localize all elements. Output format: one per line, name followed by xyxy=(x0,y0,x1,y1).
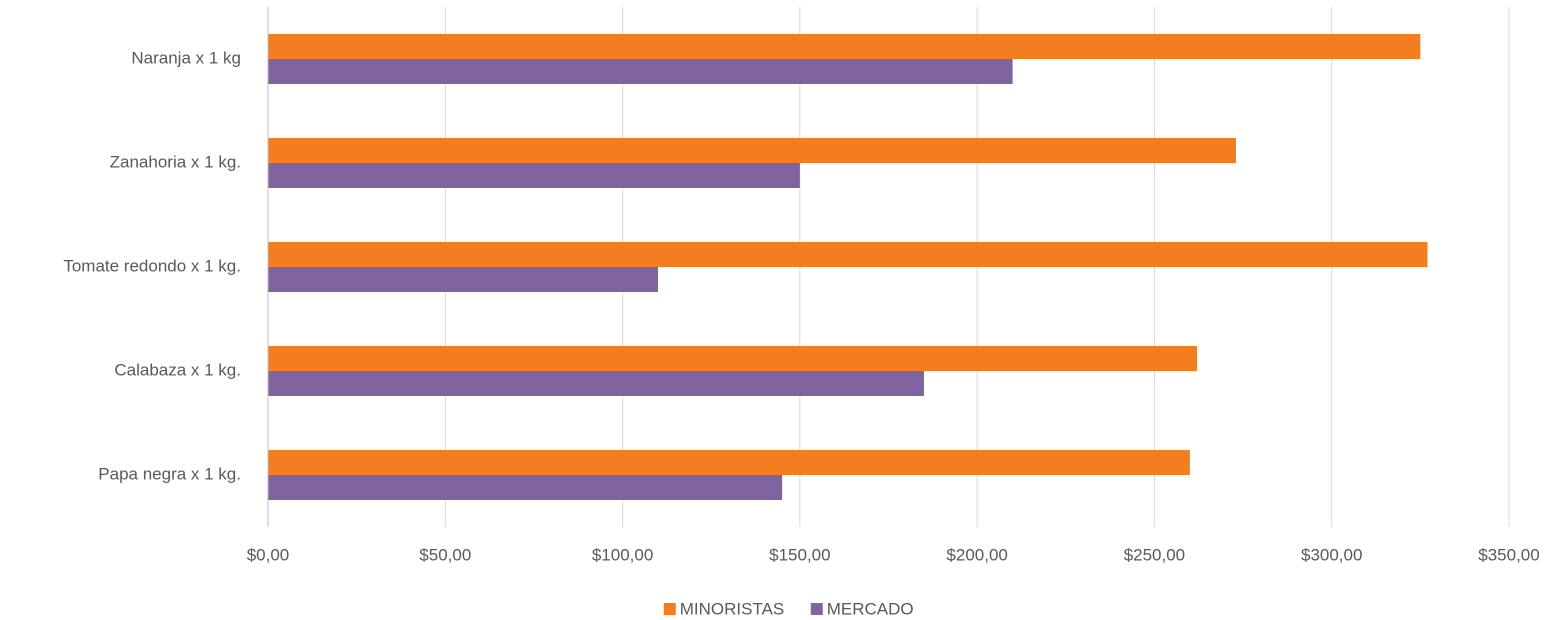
bar xyxy=(268,34,1421,59)
y-tick-label: Papa negra x 1 kg. xyxy=(98,464,241,483)
x-tick-label: $250,00 xyxy=(1124,545,1185,564)
x-tick-label: $50,00 xyxy=(419,545,471,564)
x-tick-label: $300,00 xyxy=(1301,545,1362,564)
bar xyxy=(268,450,1190,475)
x-tick-label: $0,00 xyxy=(247,545,290,564)
bar xyxy=(268,475,783,500)
bar xyxy=(268,163,800,188)
legend-swatch xyxy=(810,603,823,615)
legend-swatch xyxy=(663,603,676,615)
bar xyxy=(268,138,1236,163)
y-tick-label: Zanahoria x 1 kg. xyxy=(110,152,241,171)
x-tick-label: $150,00 xyxy=(769,545,830,564)
x-tick-label: $350,00 xyxy=(1478,545,1539,564)
y-tick-label: Calabaza x 1 kg. xyxy=(114,360,241,379)
bar xyxy=(268,242,1428,267)
x-tick-label: $200,00 xyxy=(946,545,1007,564)
y-tick-label: Tomate redondo x 1 kg. xyxy=(63,256,241,275)
x-tick-label: $100,00 xyxy=(592,545,653,564)
bar xyxy=(268,371,924,396)
legend-label: MINORISTAS xyxy=(680,599,785,618)
y-tick-label: Naranja x 1 kg xyxy=(131,48,241,67)
bar xyxy=(268,346,1197,371)
bar xyxy=(268,267,659,292)
bar xyxy=(268,59,1013,84)
legend-label: MERCADO xyxy=(827,599,914,618)
